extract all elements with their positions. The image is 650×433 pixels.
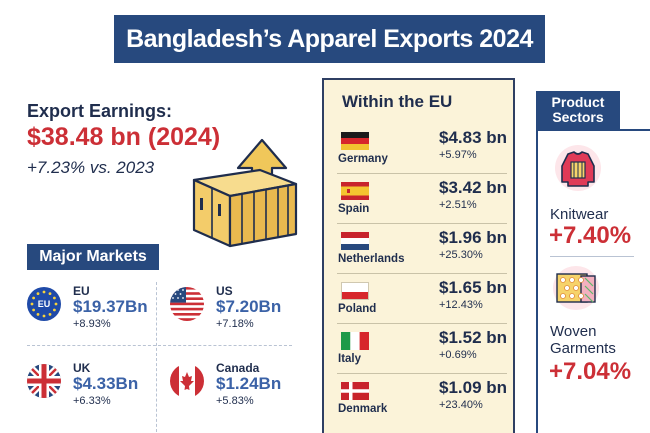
eu-flag-icon: EU — [27, 287, 61, 321]
major-markets-label: Major Markets — [39, 248, 147, 265]
market-name: US — [216, 284, 233, 298]
eu-row-divider — [337, 273, 507, 274]
eu-row-divider — [337, 173, 507, 174]
us-flag-icon — [170, 287, 204, 321]
market-canada: Canada $1.24Bn +5.83% — [170, 361, 310, 414]
sector-name-woven-line2: Garments — [550, 340, 616, 357]
eu-row-poland: Poland $1.65 bn +12.43% — [338, 278, 508, 324]
eu-row-germany: Germany $4.83 bn +5.97% — [338, 128, 508, 174]
market-us: US $7.20Bn +7.18% — [170, 284, 310, 337]
earnings-label: Export Earnings: — [27, 101, 173, 121]
eu-country-value: $4.83 bn — [439, 128, 508, 147]
eu-country-value: $3.42 bn — [439, 178, 508, 197]
eu-country-value: $1.09 bn — [439, 378, 508, 397]
shipping-container-icon — [192, 138, 298, 248]
market-change: +8.93% — [73, 318, 111, 330]
eu-flag-text: EU — [37, 299, 51, 309]
markets-divider-horizontal — [27, 345, 292, 346]
eu-country-name: Netherlands — [338, 253, 405, 265]
earnings-change: +7.23% vs. 2023 — [27, 158, 155, 177]
eu-country-name: Germany — [338, 153, 388, 165]
market-name: EU — [73, 284, 90, 298]
eu-country-value: $1.96 bn — [439, 228, 508, 247]
product-sectors-label-line1: Product — [551, 94, 605, 110]
canada-flag-icon — [170, 364, 204, 398]
eu-country-change: +5.97% — [439, 149, 477, 161]
eu-country-change: +0.69% — [439, 349, 477, 361]
sector-change-woven: +7.04% — [549, 358, 632, 385]
eu-row-spain: Spain $3.42 bn +2.51% — [338, 178, 508, 224]
market-change: +7.18% — [216, 318, 254, 330]
eu-row-divider — [337, 373, 507, 374]
uk-flag-icon — [27, 364, 61, 398]
sweater-icon — [555, 145, 601, 191]
markets-divider-vertical — [156, 282, 157, 432]
eu-country-change: +2.51% — [439, 199, 477, 211]
woven-fabric-icon — [553, 266, 599, 310]
eu-row-divider — [337, 223, 507, 224]
eu-country-change: +25.30% — [439, 249, 483, 261]
netherlands-flag-icon — [341, 232, 369, 250]
denmark-flag-icon — [341, 382, 369, 400]
eu-row-divider — [337, 323, 507, 324]
market-name: UK — [73, 361, 91, 375]
eu-country-name: Denmark — [338, 403, 388, 415]
eu-row-netherlands: Netherlands $1.96 bn +25.30% — [338, 228, 508, 274]
eu-country-name: Spain — [338, 203, 370, 215]
sector-name-knitwear: Knitwear — [550, 206, 609, 223]
eu-row-italy: Italy $1.52 bn +0.69% — [338, 328, 508, 374]
spain-flag-icon — [341, 182, 369, 200]
germany-flag-icon — [341, 132, 369, 150]
market-change: +5.83% — [216, 395, 254, 407]
market-value: $7.20Bn — [216, 297, 282, 316]
product-sectors-header: Product Sectors — [536, 91, 620, 129]
eu-country-change: +23.40% — [439, 399, 483, 411]
market-name: Canada — [216, 361, 260, 375]
eu-row-denmark: Denmark $1.09 bn +23.40% — [338, 378, 508, 424]
product-sectors-label-line2: Sectors — [552, 109, 604, 125]
sector-change-knitwear: +7.40% — [549, 222, 632, 249]
market-value: $19.37Bn — [73, 297, 148, 316]
italy-flag-icon — [341, 332, 369, 350]
market-uk: UK $4.33Bn +6.33% — [27, 361, 167, 414]
market-change: +6.33% — [73, 395, 111, 407]
eu-country-value: $1.65 bn — [439, 278, 508, 297]
eu-country-name: Italy — [338, 353, 362, 365]
product-sectors-panel — [536, 129, 650, 433]
eu-country-name: Poland — [338, 303, 377, 315]
eu-panel-title: Within the EU — [342, 92, 453, 111]
market-value: $4.33Bn — [73, 374, 139, 393]
eu-country-change: +12.43% — [439, 299, 483, 311]
poland-flag-icon — [341, 282, 369, 300]
market-value: $1.24Bn — [216, 374, 282, 393]
major-markets-header: Major Markets — [27, 244, 159, 270]
sector-divider — [550, 256, 634, 257]
sector-name-woven-line1: Woven — [550, 323, 597, 340]
eu-country-value: $1.52 bn — [439, 328, 508, 347]
market-eu: EU EU $19.37Bn +8.93% — [27, 284, 167, 337]
earnings-value: $38.48 bn (2024) — [27, 123, 221, 151]
page-title: Bangladesh’s Apparel Exports 2024 — [126, 24, 533, 53]
title-banner: Bangladesh’s Apparel Exports 2024 — [114, 15, 545, 63]
